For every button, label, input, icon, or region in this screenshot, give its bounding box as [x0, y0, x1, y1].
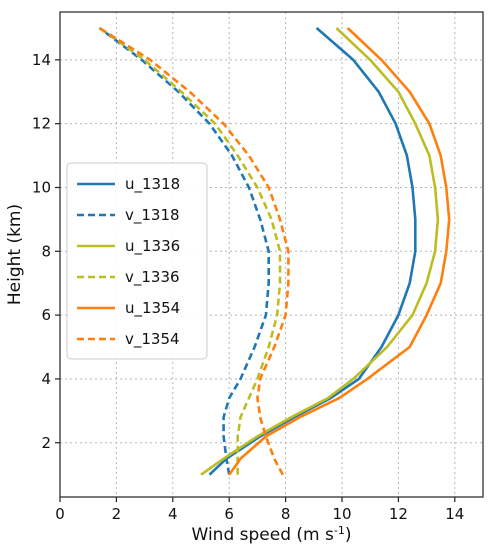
y-tick-label: 10 — [32, 178, 51, 196]
y-tick-label: 4 — [41, 370, 51, 388]
x-tick-label: 14 — [445, 505, 464, 523]
series-lines — [98, 26, 451, 476]
legend-label-v_1354: v_1354 — [125, 330, 180, 349]
y-tick-label: 12 — [32, 115, 51, 133]
x-axis-label-superscript: -1 — [334, 524, 345, 537]
x-axis-label: Wind speed (m s-1) — [192, 524, 352, 546]
legend-label-v_1336: v_1336 — [125, 268, 180, 287]
axis-ticks: 0 2 4 6 8 10 12 14 2 4 6 8 10 12 14 — [32, 51, 464, 523]
plot-frame — [59, 11, 484, 498]
y-axis-label: Height (km) — [5, 204, 25, 305]
legend-label-v_1318: v_1318 — [125, 206, 180, 225]
series-line-v_1354 — [98, 26, 290, 476]
legend-label-u_1354: u_1354 — [125, 299, 180, 318]
legend-label-u_1318: u_1318 — [125, 175, 180, 194]
series-line-v_1336 — [98, 26, 282, 475]
y-tick-label: 14 — [32, 51, 51, 69]
legend-box — [66, 162, 208, 360]
series-line-u_1336 — [200, 27, 440, 476]
x-tick-label: 10 — [332, 505, 351, 523]
x-tick-label: 4 — [168, 505, 178, 523]
legend-label-u_1336: u_1336 — [125, 237, 180, 256]
y-tick-label: 6 — [41, 306, 51, 324]
x-tick-label: 12 — [389, 505, 408, 523]
x-tick-label: 6 — [224, 505, 234, 523]
series-line-u_1318 — [208, 27, 417, 476]
x-axis-label-main: Wind speed (m s — [192, 525, 334, 545]
y-tick-label: 8 — [41, 242, 51, 260]
x-tick-label: 2 — [112, 505, 122, 523]
x-axis-label-close: ) — [345, 525, 352, 545]
x-tick-label: 0 — [55, 505, 65, 523]
legend: u_1318 v_1318 u_1336 v_1336 u_1354 v_1354 — [66, 162, 208, 360]
x-tick-label: 8 — [281, 505, 291, 523]
series-line-u_1354 — [228, 27, 451, 476]
series-line-v_1318 — [98, 26, 270, 475]
y-tick-label: 2 — [41, 434, 51, 452]
